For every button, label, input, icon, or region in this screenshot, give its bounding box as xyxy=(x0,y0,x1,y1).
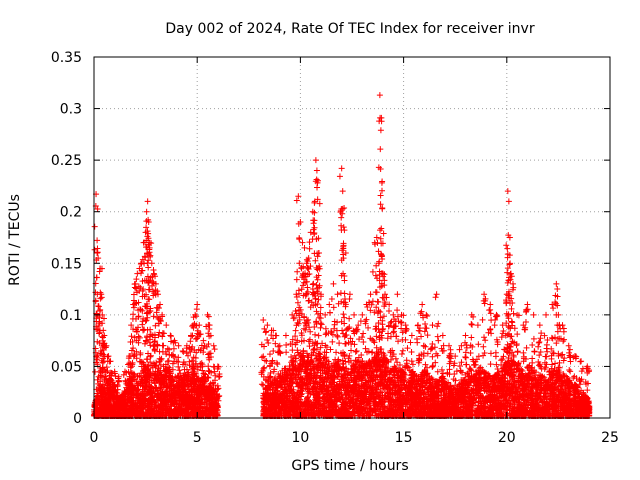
roti-point xyxy=(94,390,101,397)
roti-point xyxy=(160,406,167,413)
roti-point xyxy=(146,406,153,413)
roti-point xyxy=(141,404,148,411)
roti-point xyxy=(94,400,101,407)
roti-point xyxy=(471,361,478,368)
roti-point xyxy=(138,394,145,401)
roti-point xyxy=(135,386,142,393)
roti-point xyxy=(97,407,104,414)
roti-point xyxy=(155,403,162,410)
roti-point xyxy=(148,384,155,391)
chart-title: Day 002 of 2024, Rate Of TEC Index for r… xyxy=(165,21,534,37)
roti-point xyxy=(149,401,156,408)
data-marks xyxy=(91,92,593,419)
roti-point xyxy=(140,403,147,410)
roti-point xyxy=(160,400,167,407)
roti-point xyxy=(168,401,175,408)
roti-point xyxy=(141,395,148,402)
roti-point xyxy=(134,408,141,415)
roti-point xyxy=(134,402,141,409)
